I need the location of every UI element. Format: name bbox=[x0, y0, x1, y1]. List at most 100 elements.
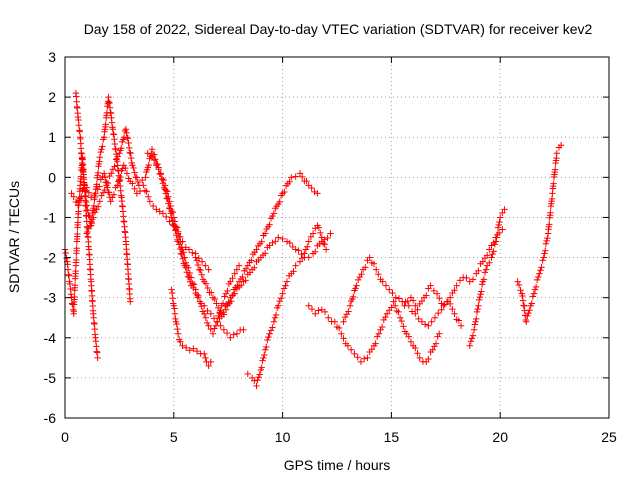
data-point bbox=[341, 313, 349, 321]
data-point bbox=[87, 194, 95, 201]
data-point bbox=[195, 292, 202, 300]
data-point bbox=[185, 264, 192, 271]
data-point bbox=[259, 357, 266, 364]
data-point bbox=[106, 172, 113, 180]
data-point bbox=[480, 276, 488, 283]
data-point bbox=[455, 317, 463, 324]
data-point bbox=[375, 330, 383, 337]
data-point bbox=[400, 323, 407, 330]
data-point bbox=[253, 382, 260, 390]
data-point bbox=[91, 209, 99, 216]
data-point bbox=[171, 305, 178, 312]
data-point bbox=[155, 164, 162, 171]
data-point bbox=[305, 302, 312, 309]
data-point bbox=[227, 334, 234, 341]
data-point bbox=[119, 165, 126, 172]
data-point bbox=[428, 318, 435, 325]
data-point bbox=[73, 256, 80, 264]
data-point bbox=[143, 188, 150, 195]
data-point bbox=[202, 354, 209, 362]
data-point bbox=[174, 230, 182, 237]
data-point bbox=[547, 209, 554, 217]
data-point bbox=[520, 302, 527, 309]
data-point bbox=[94, 354, 101, 362]
data-point bbox=[123, 129, 130, 137]
data-point bbox=[78, 193, 85, 200]
data-point bbox=[351, 350, 358, 358]
data-point bbox=[260, 354, 267, 362]
data-point bbox=[270, 210, 278, 217]
y-tick-label: -6 bbox=[44, 410, 57, 426]
data-point bbox=[125, 139, 132, 147]
data-point bbox=[189, 280, 196, 287]
data-point bbox=[301, 250, 308, 257]
data-point bbox=[149, 202, 157, 210]
data-point bbox=[472, 318, 479, 325]
data-point bbox=[265, 333, 272, 341]
data-point bbox=[446, 294, 454, 301]
data-point bbox=[209, 330, 217, 337]
data-point bbox=[463, 274, 470, 282]
data-point bbox=[188, 274, 195, 281]
data-point bbox=[379, 278, 386, 285]
data-point bbox=[72, 198, 80, 206]
data-point bbox=[525, 309, 532, 317]
data-point bbox=[416, 354, 423, 362]
data-point bbox=[320, 240, 327, 247]
data-point bbox=[346, 302, 354, 309]
data-point bbox=[548, 195, 556, 203]
data-point bbox=[122, 164, 129, 172]
data-point bbox=[395, 295, 403, 302]
data-point bbox=[198, 303, 205, 310]
data-point bbox=[182, 259, 189, 266]
data-point bbox=[99, 189, 107, 196]
data-point bbox=[372, 340, 379, 347]
data-point bbox=[469, 276, 477, 283]
data-point bbox=[546, 221, 553, 228]
data-point bbox=[338, 330, 345, 337]
data-point bbox=[470, 326, 478, 333]
data-point bbox=[401, 302, 408, 309]
data-point bbox=[76, 128, 83, 135]
data-point bbox=[386, 286, 393, 293]
data-point bbox=[478, 281, 486, 288]
data-point bbox=[198, 271, 205, 278]
data-point bbox=[266, 221, 273, 228]
data-point bbox=[436, 295, 443, 302]
data-point bbox=[258, 238, 265, 245]
data-point bbox=[355, 276, 362, 284]
data-point bbox=[309, 230, 317, 237]
data-point bbox=[308, 305, 316, 313]
data-point bbox=[358, 271, 365, 278]
data-point bbox=[207, 310, 214, 317]
data-point bbox=[501, 206, 508, 213]
data-point bbox=[263, 343, 270, 351]
data-point bbox=[499, 226, 506, 233]
data-point bbox=[65, 272, 73, 280]
data-point bbox=[163, 194, 170, 202]
data-point bbox=[97, 148, 104, 156]
data-point bbox=[162, 187, 170, 194]
grid-lines bbox=[65, 57, 609, 418]
data-point bbox=[374, 333, 381, 340]
data-point bbox=[529, 293, 537, 300]
data-point bbox=[312, 310, 319, 317]
data-point bbox=[110, 191, 118, 198]
data-point bbox=[235, 262, 243, 269]
data-point bbox=[224, 287, 231, 295]
data-point bbox=[277, 295, 285, 302]
data-point bbox=[436, 330, 443, 337]
data-point bbox=[434, 333, 441, 340]
data-point bbox=[292, 246, 299, 253]
data-point bbox=[370, 260, 378, 267]
data-point bbox=[161, 182, 169, 189]
data-point bbox=[541, 247, 549, 254]
data-point bbox=[152, 156, 159, 163]
data-point bbox=[423, 292, 430, 299]
data-point bbox=[425, 355, 432, 363]
data-point bbox=[469, 332, 477, 339]
data-point bbox=[105, 188, 112, 196]
data-point bbox=[409, 297, 417, 304]
data-point bbox=[499, 209, 506, 217]
data-point bbox=[286, 178, 293, 185]
